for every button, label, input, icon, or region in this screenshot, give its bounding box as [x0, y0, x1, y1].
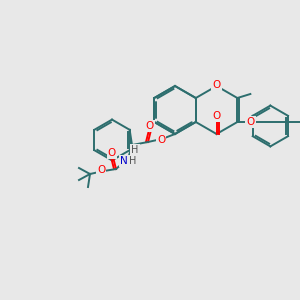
Text: O: O [157, 135, 165, 145]
Text: N: N [120, 156, 128, 166]
Text: O: O [246, 117, 254, 127]
Text: O: O [212, 80, 221, 90]
Text: H: H [129, 156, 137, 166]
Text: O: O [212, 111, 221, 121]
Text: H: H [131, 145, 139, 155]
Text: O: O [108, 148, 116, 158]
Text: O: O [97, 165, 105, 175]
Text: O: O [146, 121, 154, 131]
